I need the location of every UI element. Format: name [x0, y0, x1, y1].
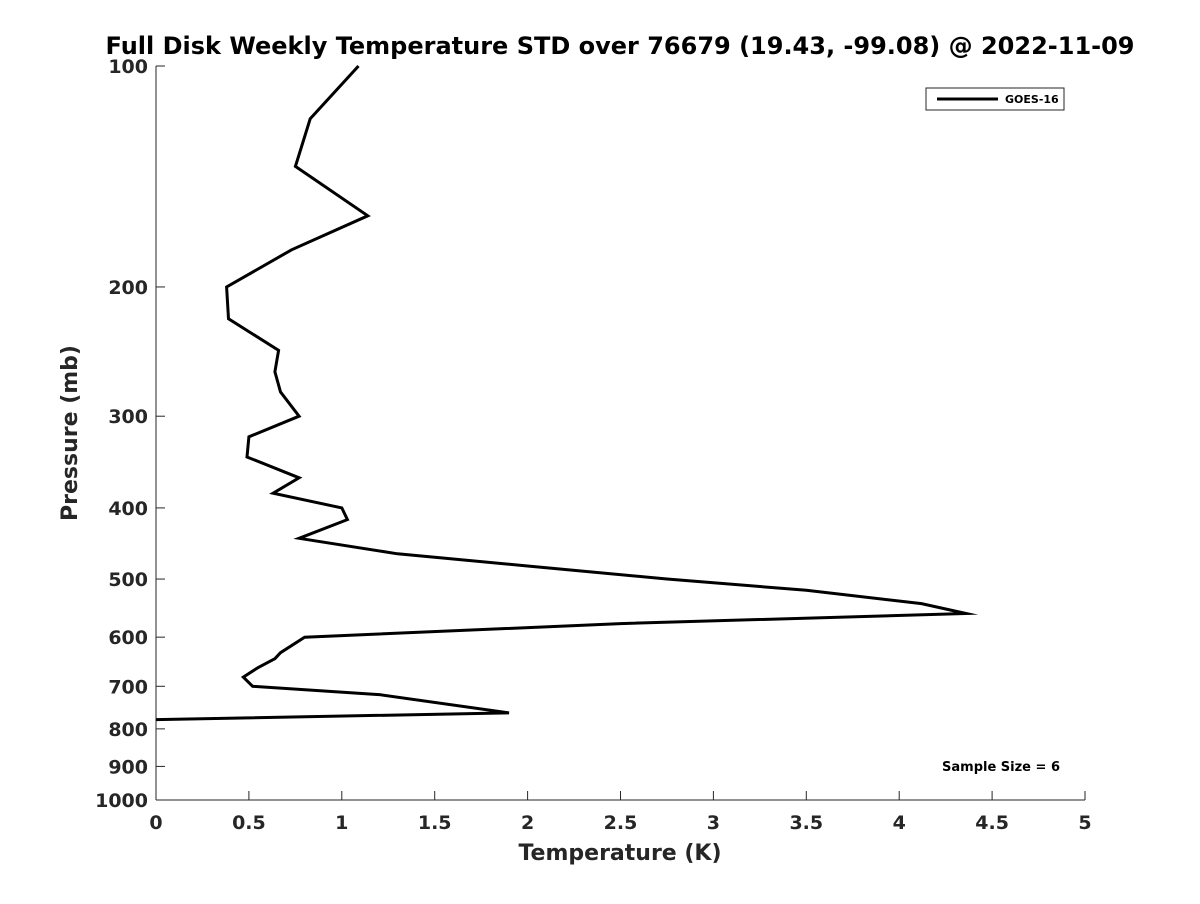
- legend-label: GOES-16: [1005, 93, 1059, 106]
- y-tick-label: 1000: [95, 790, 148, 812]
- sample-size-note: Sample Size = 6: [942, 760, 1060, 775]
- x-tick-label: 4.5: [975, 812, 1009, 834]
- y-tick-label: 200: [108, 277, 148, 299]
- y-tick-label: 800: [108, 719, 148, 741]
- series-line: [155, 64, 979, 722]
- x-tick-label: 2.5: [604, 812, 638, 834]
- x-tick-label: 3: [707, 812, 720, 834]
- y-tick-label: 600: [108, 627, 148, 649]
- y-tick-label: 700: [108, 676, 148, 698]
- y-tick-label: 300: [108, 406, 148, 428]
- y-tick-label: 100: [108, 56, 148, 78]
- x-tick-label: 5: [1078, 812, 1091, 834]
- legend: GOES-16: [925, 87, 1065, 111]
- x-tick-label: 1: [335, 812, 348, 834]
- x-tick-label: 4: [893, 812, 906, 834]
- x-tick-label: 3.5: [789, 812, 823, 834]
- axis-ticks: 0 0.5 1 1.5 2 2.5 3 3.5 4 4.5 5 100 200 300 400 500 600 7…: [95, 56, 1092, 834]
- y-tick-label: 500: [108, 569, 148, 591]
- y-tick-label: 900: [108, 756, 148, 778]
- chart-title: Full Disk Weekly Temperature STD over 76…: [106, 32, 1135, 60]
- y-tick-label: 400: [108, 498, 148, 520]
- x-tick-label: 0.5: [232, 812, 266, 834]
- x-tick-label: 1.5: [418, 812, 452, 834]
- x-tick-label: 2: [521, 812, 534, 834]
- annotations: Sample Size = 6: [942, 760, 1060, 775]
- y-axis-title: Pressure (mb): [58, 345, 83, 521]
- x-tick-label: 0: [149, 812, 162, 834]
- plot-lines: [155, 64, 979, 722]
- x-axis-title: Temperature (K): [518, 841, 721, 866]
